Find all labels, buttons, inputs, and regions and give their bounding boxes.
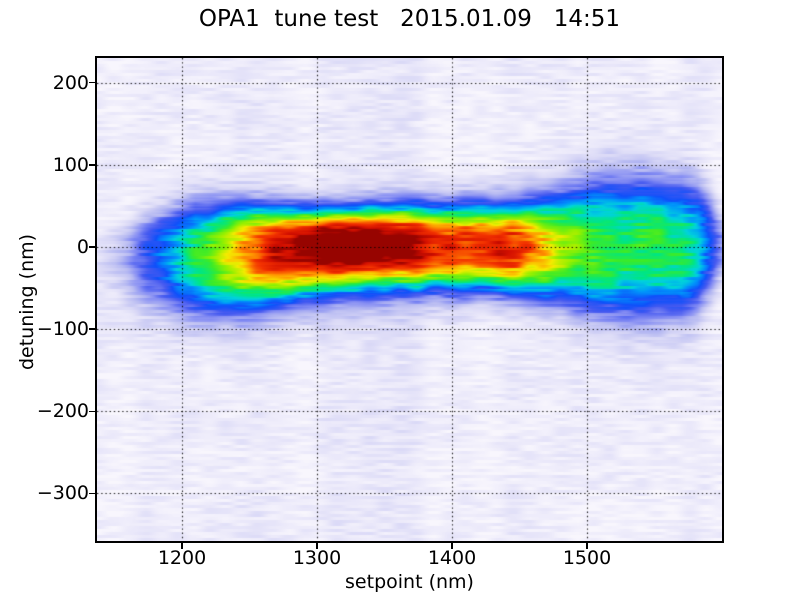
x-tick-label-1200: 1200 — [157, 547, 207, 569]
y-tick-mark--300 — [89, 492, 95, 495]
x-tick-mark-1300 — [316, 543, 318, 549]
x-tick-label-1500: 1500 — [562, 547, 612, 569]
x-axis-label: setpoint (nm) — [345, 571, 474, 593]
y-axis-label: detuning (nm) — [16, 233, 38, 371]
y-tick-label-100: 100 — [52, 154, 89, 176]
x-tick-mark-1200 — [181, 543, 183, 549]
x-tick-label-1300: 1300 — [292, 547, 342, 569]
y-tick-mark--200 — [89, 410, 95, 412]
y-tick-mark--100 — [89, 328, 95, 330]
x-tick-label-1400: 1400 — [427, 547, 477, 569]
y-tick-label-0: 0 — [76, 236, 89, 258]
heatmap-canvas — [97, 58, 722, 541]
y-tick-mark-0 — [89, 246, 95, 248]
y-tick-label-m200: −200 — [36, 400, 89, 422]
y-tick-label-200: 200 — [52, 72, 89, 94]
y-tick-mark-100 — [89, 164, 95, 166]
x-tick-mark-1500 — [586, 543, 588, 549]
chart-title: OPA1 tune test 2015.01.09 14:51 — [198, 6, 621, 32]
y-tick-label-m300: −300 — [36, 482, 89, 504]
y-tick-mark-200 — [89, 81, 95, 84]
x-tick-mark-1400 — [451, 543, 453, 549]
y-tick-label-m100: −100 — [36, 318, 89, 340]
